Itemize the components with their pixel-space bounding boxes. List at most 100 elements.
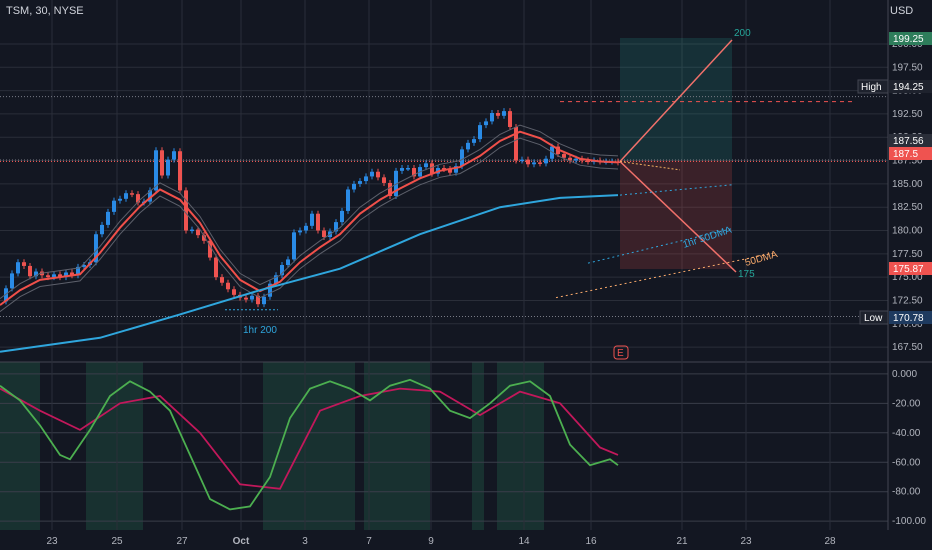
date-tick-label-7: 14 (518, 536, 530, 547)
currency-label[interactable]: USD (890, 5, 913, 17)
target-badge[interactable]: 199.25 (889, 32, 932, 45)
target-175-label: 175 (738, 269, 755, 280)
candle-body-65 (388, 182, 392, 196)
stop-badge-value: 175.87 (893, 264, 924, 275)
candle-body-43 (256, 295, 260, 305)
price-tick-label-5: 187.50 (892, 156, 923, 167)
osc-tick-label-1: -20.00 (892, 398, 921, 409)
ma-50-projection (555, 252, 776, 299)
candle-body-34 (202, 235, 206, 241)
candle-body-47 (280, 265, 284, 276)
candle-body-38 (226, 282, 230, 290)
candle-body-71 (424, 163, 428, 168)
candle-body-46 (274, 275, 278, 284)
slow-ma-line (0, 194, 619, 353)
candle-body-31 (184, 190, 188, 231)
session-band-4 (472, 362, 484, 530)
entry-badge-value: 187.5 (893, 149, 918, 160)
candle-body-98 (586, 160, 590, 163)
candle-body-8 (46, 275, 50, 278)
date-tick-label-1: 25 (111, 536, 123, 547)
symbol-title[interactable]: TSM, 30, NYSE (6, 5, 84, 17)
candle-body-66 (394, 170, 398, 196)
candle-body-28 (166, 159, 170, 176)
candle-body-12 (70, 272, 74, 276)
price-tick-label-10: 175.00 (892, 272, 923, 283)
entry-badge[interactable]: 187.5 (889, 147, 932, 160)
price-pane[interactable] (0, 0, 888, 362)
candle-body-1 (4, 288, 8, 302)
osc-tick-label-5: -100.00 (892, 516, 926, 527)
date-tick-label-2: 27 (176, 536, 188, 547)
earnings-marker[interactable]: E (613, 345, 629, 360)
last-price-badge-bg (889, 134, 932, 147)
candle-body-22 (130, 193, 134, 195)
ma-1hr-200-label: 1hr 200 (243, 325, 277, 336)
annotations (225, 39, 776, 311)
candle-body-58 (346, 189, 350, 211)
candle-body-64 (382, 177, 386, 183)
candle-body-37 (220, 277, 224, 283)
candle-body-62 (370, 171, 374, 177)
candle-body-53 (316, 213, 320, 231)
candle-body-60 (358, 181, 362, 184)
candle-body-86 (514, 126, 518, 161)
price-tick-label-6: 185.00 (892, 179, 923, 190)
candle-body-23 (136, 194, 140, 203)
candle-body-95 (568, 157, 572, 161)
candle-body-89 (532, 162, 536, 165)
candle-body-13 (76, 266, 80, 276)
candle-body-49 (292, 232, 296, 260)
candle-body-85 (508, 111, 512, 127)
low-badge-value: 170.78 (893, 313, 924, 324)
target-badge-value: 199.25 (893, 34, 924, 45)
price-tick-label-13: 167.50 (892, 342, 923, 353)
candle-body-57 (340, 210, 344, 223)
high-badge-label-bg (857, 79, 889, 94)
candle-body-68 (406, 168, 410, 170)
candle-body-25 (148, 190, 152, 202)
candle-body-41 (244, 297, 248, 300)
candle-body-32 (190, 229, 194, 232)
profit-zone (620, 38, 732, 161)
stop-badge-bg (889, 262, 932, 275)
candle-body-72 (430, 163, 434, 174)
session-band-3 (364, 362, 430, 530)
candle-body-63 (376, 171, 380, 178)
candle-body-44 (262, 296, 266, 305)
candle-body-14 (82, 265, 86, 267)
last-price-badge-value: 187.56 (893, 136, 924, 147)
candle-body-84 (502, 111, 506, 116)
candle-body-36 (214, 257, 218, 278)
candle-body-27 (160, 150, 164, 176)
candle-body-39 (232, 289, 236, 295)
candle-body-4 (22, 262, 26, 266)
stop-badge[interactable]: 175.87 (889, 262, 932, 275)
last-price-badge[interactable]: 187.56 (889, 134, 932, 147)
price-tick-label-12: 170.00 (892, 319, 923, 330)
price-axis[interactable]: 200.00197.50195.00192.50190.00187.50185.… (892, 39, 926, 527)
price-tick-label-11: 172.50 (892, 295, 923, 306)
candle-body-59 (352, 183, 356, 190)
candle-body-79 (472, 139, 476, 143)
low-badge[interactable]: Low 170.78 (859, 310, 932, 325)
date-axis[interactable]: 23 25 27 Oct 3 7 9 14 16 21 23 28 (46, 536, 836, 547)
slow-ma-projection (619, 184, 733, 196)
candle-body-74 (442, 168, 446, 170)
earnings-marker-label: E (617, 348, 624, 359)
candle-body-56 (334, 222, 338, 232)
osc-fast-line (0, 378, 619, 511)
date-tick-label-6: 9 (428, 536, 434, 547)
price-tick-label-8: 180.00 (892, 226, 923, 237)
candle-body-82 (490, 113, 494, 122)
candle-body-11 (64, 272, 68, 278)
high-badge[interactable]: High 194.25 (857, 79, 932, 94)
candle-body-91 (544, 158, 548, 164)
candle-body-83 (496, 113, 500, 116)
grid (0, 0, 932, 530)
target-200-label: 200 (734, 28, 751, 39)
candle-body-17 (100, 224, 104, 235)
candle-body-18 (106, 211, 110, 225)
candle-body-90 (538, 162, 542, 164)
